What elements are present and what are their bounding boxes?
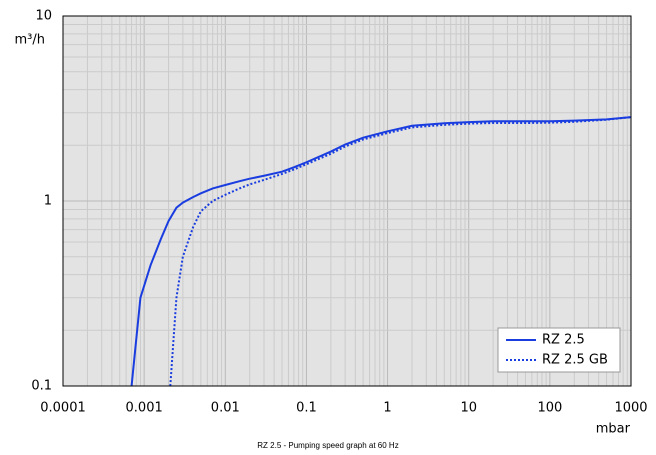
series-line [130,116,632,387]
x-tick-label: 0.1 [296,401,317,416]
x-tick-label: 0.01 [211,401,240,416]
legend-box [497,327,621,373]
legend-label: RZ 2.5 GB [542,353,608,368]
y-axis-label: m³/h [15,33,46,48]
x-axis-label: mbar [596,422,631,437]
x-tick-label: 1 [383,401,391,416]
x-tick-label: 1000 [614,401,647,416]
caption: RZ 2.5 - Pumping speed graph at 60 Hz [257,441,398,450]
legend-label: RZ 2.5 [542,333,585,348]
y-tick-label: 1 [44,194,52,209]
y-tick-label: 0.1 [31,379,52,394]
plot-frame [62,15,632,387]
x-tick-label: 10 [460,401,477,416]
series-line [169,116,632,387]
x-tick-label: 0.0001 [40,401,86,416]
x-tick-label: 100 [537,401,562,416]
y-tick-label: 10 [35,9,52,24]
x-tick-label: 0.001 [126,401,163,416]
